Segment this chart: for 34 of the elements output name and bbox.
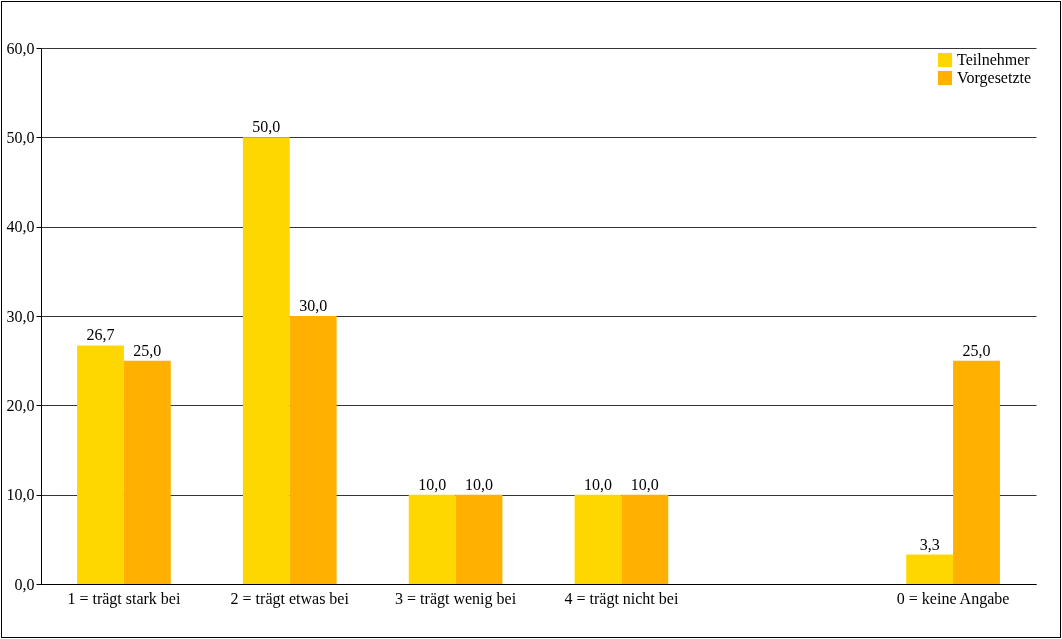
x-tick-label: 0 = keine Angabe [896,589,1010,608]
data-label: 25,0 [133,341,162,359]
bar [455,494,503,584]
data-label: 10,0 [418,475,447,493]
x-tick-label: 1 = trägt stark bei [67,589,181,608]
y-tick-label: 40,0 [6,218,35,236]
y-tick-label: 50,0 [6,128,35,146]
x-tick-label: 2 = trägt etwas bei [230,589,350,608]
legend-label: Teilnehmer [957,51,1031,68]
x-tick-label: 4 = trägt nicht bei [564,589,679,608]
bar [621,494,669,584]
bar [408,494,456,584]
data-label: 25,0 [962,341,991,359]
data-label: 10,0 [583,475,612,493]
data-label: 3,3 [919,535,940,553]
y-tick-label: 30,0 [6,307,35,325]
data-label: 26,7 [86,326,115,344]
bar [906,554,954,584]
y-tick-label: 10,0 [6,486,35,504]
y-tick-label: 20,0 [6,396,35,414]
bar [123,360,171,584]
x-tick-label: 3 = trägt wenig bei [395,589,517,608]
bar [289,316,337,584]
bar [574,494,622,584]
data-label: 30,0 [299,297,328,314]
bar [242,137,290,584]
bar [953,360,1000,584]
data-label: 10,0 [465,475,494,493]
legend-label: Vorgesetzte [957,69,1032,87]
y-tick-label: 60,0 [6,39,35,57]
y-tick-label: 0,0 [14,575,35,593]
bar [77,345,124,584]
data-label: 10,0 [630,475,659,493]
data-label: 50,0 [252,118,281,136]
